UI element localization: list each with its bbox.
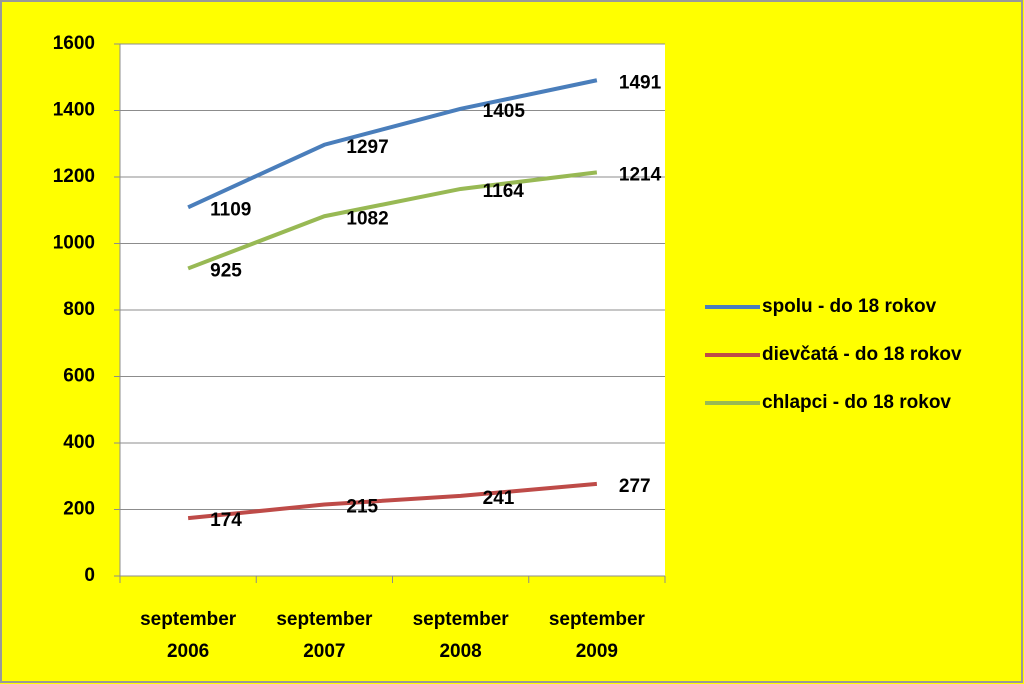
data-label: 925	[210, 260, 242, 281]
legend-label: spolu - do 18 rokov	[762, 296, 937, 317]
data-label: 1405	[483, 101, 526, 122]
y-tick-label: 0	[84, 565, 95, 586]
x-tick-label: september 2009	[548, 609, 645, 662]
x-tick-label: september 2008	[412, 609, 509, 662]
data-label: 215	[346, 497, 378, 518]
data-label: 1214	[619, 164, 662, 185]
y-tick-label: 1200	[53, 166, 95, 187]
y-tick-label: 400	[63, 432, 95, 453]
data-label: 1109	[210, 199, 251, 220]
x-tick-label: september 2007	[276, 609, 373, 662]
series-line	[187, 170, 598, 271]
data-label: 1297	[346, 137, 388, 158]
y-tick-label: 800	[63, 299, 95, 320]
data-label: 1164	[483, 181, 525, 202]
data-label: 174	[210, 510, 242, 531]
y-tick-label: 1400	[53, 100, 95, 121]
data-label: 1082	[346, 208, 388, 229]
x-tick-label: september 2006	[140, 609, 237, 662]
legend-label: dievčatá - do 18 rokov	[762, 344, 962, 365]
legend-label: chlapci - do 18 rokov	[762, 392, 951, 413]
y-tick-label: 1600	[53, 33, 95, 54]
y-tick-label: 1000	[53, 233, 95, 254]
data-label: 277	[619, 476, 651, 497]
y-tick-label: 200	[63, 499, 95, 520]
data-label: 1491	[619, 72, 662, 93]
y-tick-label: 600	[63, 366, 95, 387]
series-line	[187, 481, 598, 521]
series-line	[187, 78, 598, 210]
data-label: 241	[483, 488, 515, 509]
